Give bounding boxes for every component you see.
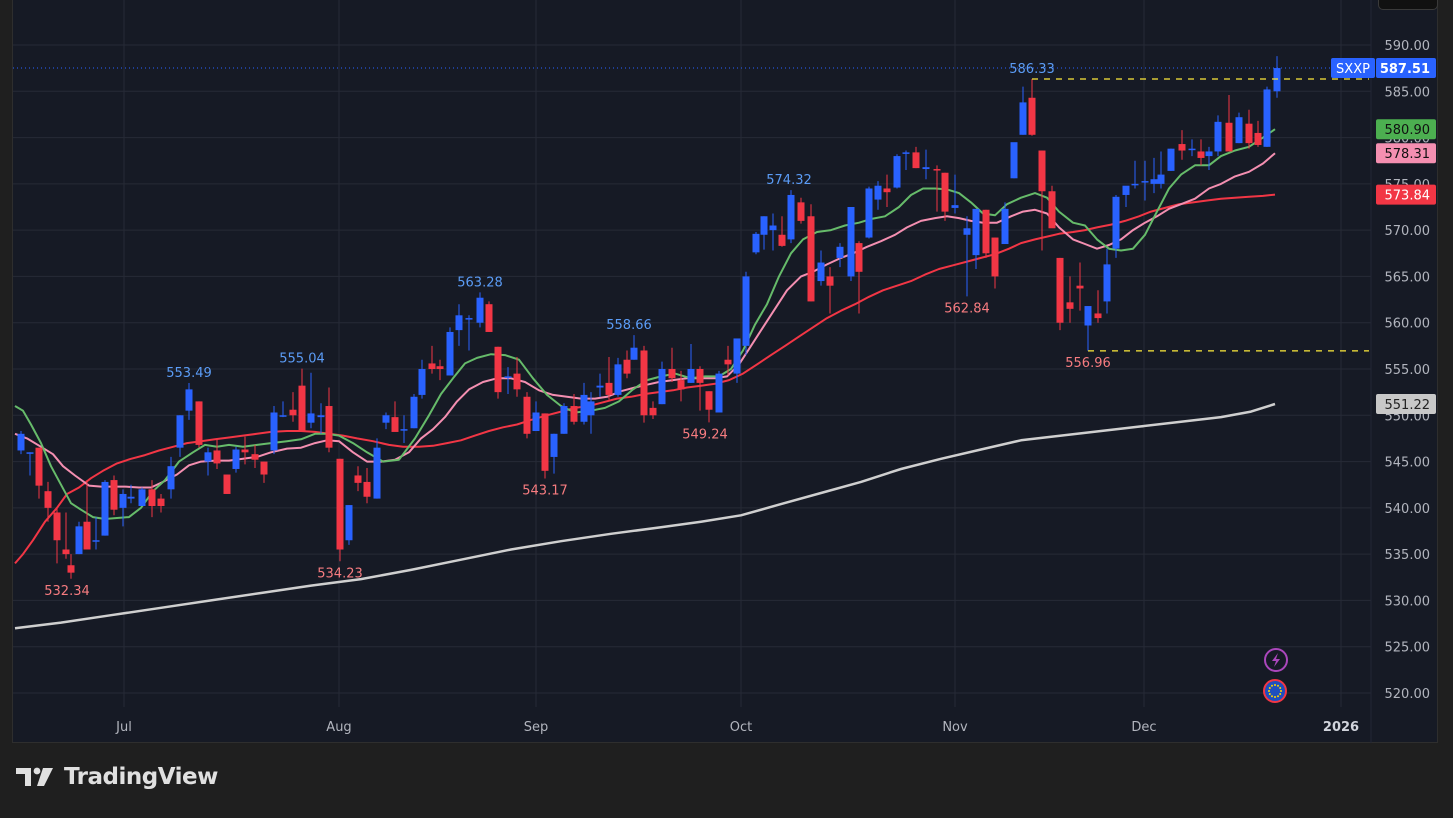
svg-text:578.31: 578.31 [1385, 147, 1431, 162]
svg-text:535.00: 535.00 [1385, 548, 1431, 563]
svg-text:556.96: 556.96 [1065, 356, 1111, 371]
ma-mid-badge: 578.31 [1376, 143, 1436, 164]
svg-text:573.84: 573.84 [1385, 189, 1431, 204]
chart-canvas[interactable]: 532.34 553.49 555.04 534.23 563.28 543.17 558.… [13, 0, 1439, 743]
svg-text:Sep: Sep [524, 720, 549, 735]
svg-text:532.34: 532.34 [44, 584, 90, 599]
brand-name: TradingView [64, 764, 218, 790]
candlestick-series [17, 56, 1281, 579]
svg-text:530.00: 530.00 [1385, 594, 1431, 609]
svg-text:590.00: 590.00 [1385, 39, 1431, 54]
svg-text:Dec: Dec [1131, 720, 1156, 735]
svg-text:558.66: 558.66 [606, 318, 652, 333]
svg-text:587.51: 587.51 [1380, 62, 1430, 77]
chart-pane[interactable]: 532.34 553.49 555.04 534.23 563.28 543.17 558.… [12, 0, 1438, 743]
svg-text:Aug: Aug [326, 720, 351, 735]
svg-text:525.00: 525.00 [1385, 641, 1431, 656]
svg-text:565.00: 565.00 [1385, 270, 1431, 285]
svg-text:Nov: Nov [942, 720, 968, 735]
event-markers[interactable] [1263, 648, 1288, 703]
svg-text:570.00: 570.00 [1385, 224, 1431, 239]
lightning-event-icon[interactable] [1264, 648, 1288, 672]
svg-text:SXXP: SXXP [1336, 62, 1370, 77]
svg-text:549.24: 549.24 [682, 427, 728, 442]
svg-text:Jul: Jul [115, 720, 132, 735]
svg-text:543.17: 543.17 [522, 484, 568, 499]
high-low-dashed-lines [1032, 78, 1369, 352]
svg-text:574.32: 574.32 [766, 173, 812, 188]
ma-long-line [14, 402, 1276, 630]
svg-text:Oct: Oct [730, 720, 752, 735]
svg-text:580.90: 580.90 [1385, 123, 1431, 138]
svg-text:545.00: 545.00 [1385, 456, 1431, 471]
svg-text:540.00: 540.00 [1385, 502, 1431, 517]
price-axis[interactable]: 590.00585.00580.00575.00570.00565.00560.… [1331, 39, 1436, 702]
ma-slow-badge: 573.84 [1376, 184, 1436, 205]
svg-text:553.49: 553.49 [166, 366, 212, 381]
svg-text:563.28: 563.28 [457, 275, 503, 290]
svg-text:2026: 2026 [1323, 720, 1359, 735]
eu-flag-event-icon[interactable] [1263, 679, 1287, 703]
svg-text:555.00: 555.00 [1385, 363, 1431, 378]
grid-lines [13, 0, 1372, 743]
high-low-labels: 532.34 553.49 555.04 534.23 563.28 543.17 558.… [44, 62, 1111, 599]
tradingview-branding[interactable]: TradingView [16, 764, 218, 790]
svg-text:520.00: 520.00 [1385, 687, 1431, 702]
svg-text:551.22: 551.22 [1385, 398, 1431, 413]
svg-text:562.84: 562.84 [944, 301, 990, 316]
svg-text:560.00: 560.00 [1385, 317, 1431, 332]
ma-fast-badge: 580.90 [1376, 119, 1436, 140]
time-axis[interactable]: Jul Aug Sep Oct Nov Dec 2026 [115, 720, 1359, 735]
ma-long-badge: 551.22 [1376, 393, 1436, 414]
svg-text:534.23: 534.23 [317, 566, 363, 581]
svg-text:555.04: 555.04 [279, 352, 325, 367]
svg-text:585.00: 585.00 [1385, 85, 1431, 100]
top-right-panel-edge [1378, 0, 1438, 10]
svg-text:586.33: 586.33 [1009, 62, 1055, 77]
tradingview-logo-icon [16, 767, 53, 786]
